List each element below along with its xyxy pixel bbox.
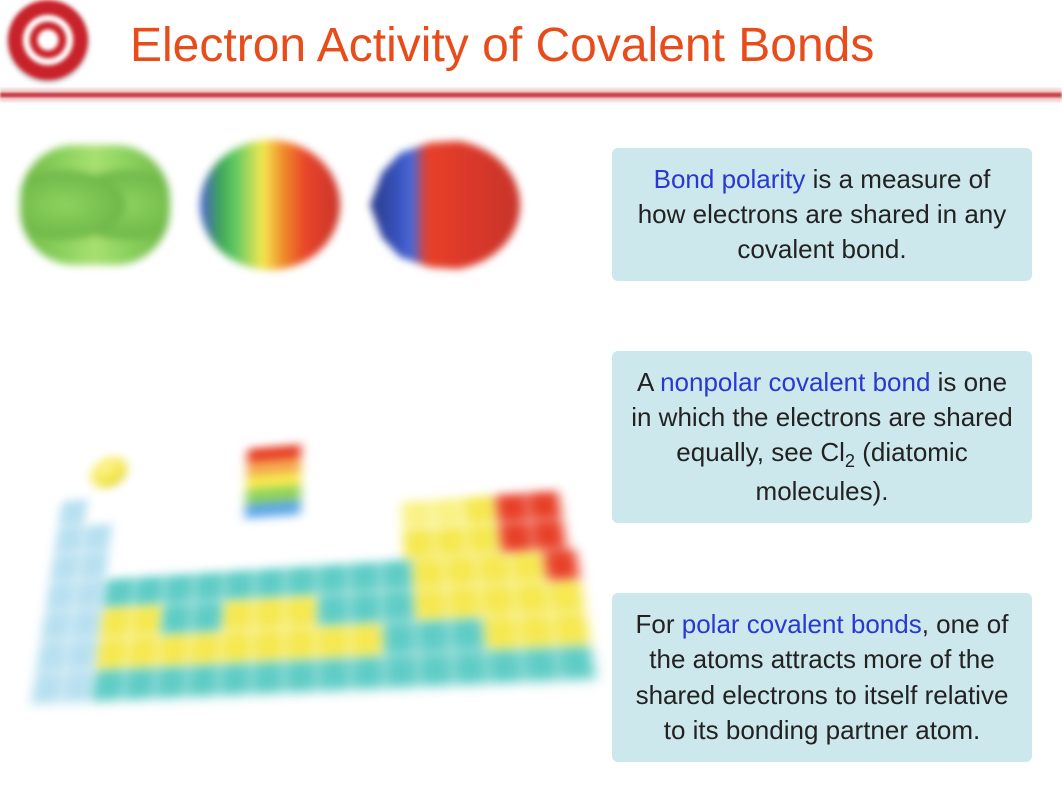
molecule-polar-strong <box>370 140 520 270</box>
header-divider <box>0 88 1062 102</box>
molecule-nonpolar <box>20 145 170 265</box>
periodic-table-diagram <box>0 412 661 811</box>
illustrations-column <box>20 140 580 310</box>
term-bond-polarity: Bond polarity <box>654 164 806 194</box>
slide-content: Bond polarity is a measure of how electr… <box>0 110 1062 797</box>
slide-title: Electron Activity of Covalent Bonds <box>130 18 874 73</box>
info-box-bond-polarity: Bond polarity is a measure of how electr… <box>612 148 1032 281</box>
subscript-cl2: 2 <box>845 452 855 472</box>
molecule-polar-moderate <box>200 140 340 270</box>
periodic-grid <box>21 461 628 768</box>
term-polar: polar covalent bonds <box>682 609 922 639</box>
text-nonpolar-before: A <box>637 367 660 397</box>
term-nonpolar: nonpolar covalent bond <box>660 367 930 397</box>
slide-header: Electron Activity of Covalent Bonds <box>0 0 1062 105</box>
molecule-density-row <box>20 140 580 270</box>
info-box-nonpolar: A nonpolar covalent bond is one in which… <box>612 351 1032 523</box>
text-column: Bond polarity is a measure of how electr… <box>612 148 1032 762</box>
logo-icon <box>8 0 88 80</box>
element-sphere-icon <box>89 455 129 489</box>
info-box-polar: For polar covalent bonds, one of the ato… <box>612 593 1032 761</box>
text-polar-before: For <box>636 609 682 639</box>
